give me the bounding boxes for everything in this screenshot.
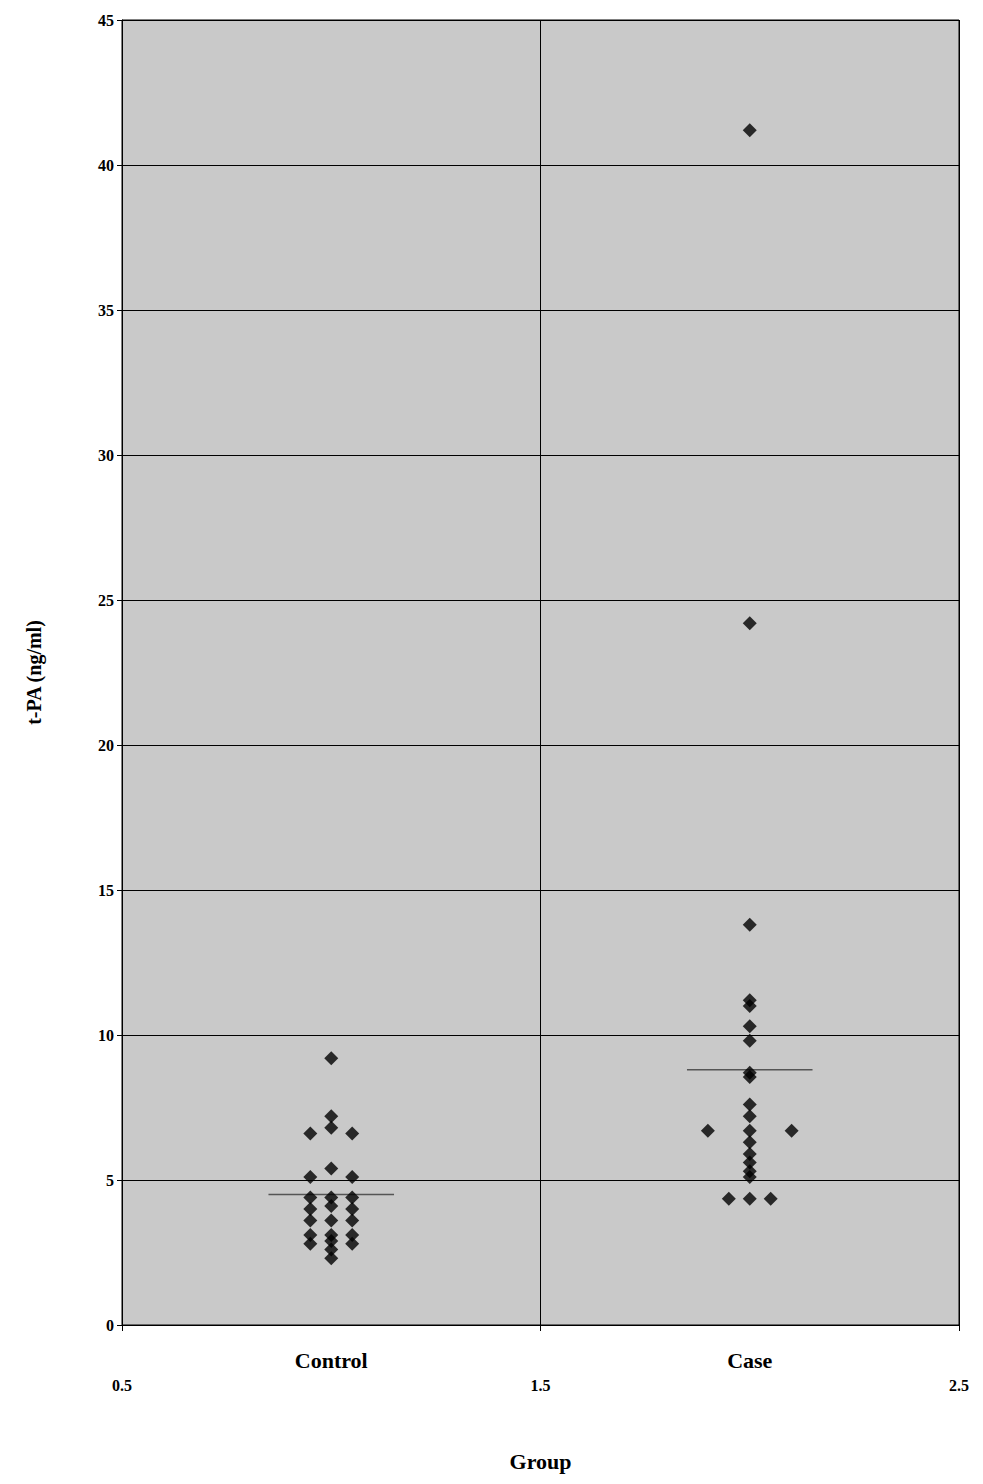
svg-text:40: 40 xyxy=(98,157,114,174)
svg-text:5: 5 xyxy=(106,1172,114,1189)
svg-text:Group: Group xyxy=(510,1449,572,1474)
svg-text:Case: Case xyxy=(727,1348,772,1373)
svg-text:35: 35 xyxy=(98,302,114,319)
svg-text:0.5: 0.5 xyxy=(112,1377,132,1394)
svg-text:t-PA (ng/ml): t-PA (ng/ml) xyxy=(23,620,46,725)
svg-text:25: 25 xyxy=(98,592,114,609)
svg-text:2.5: 2.5 xyxy=(949,1377,969,1394)
svg-text:45: 45 xyxy=(98,12,114,29)
svg-text:Control: Control xyxy=(295,1348,368,1373)
svg-text:1.5: 1.5 xyxy=(531,1377,551,1394)
svg-text:30: 30 xyxy=(98,447,114,464)
svg-text:15: 15 xyxy=(98,882,114,899)
svg-text:0: 0 xyxy=(106,1317,114,1334)
svg-text:20: 20 xyxy=(98,737,114,754)
svg-text:10: 10 xyxy=(98,1027,114,1044)
